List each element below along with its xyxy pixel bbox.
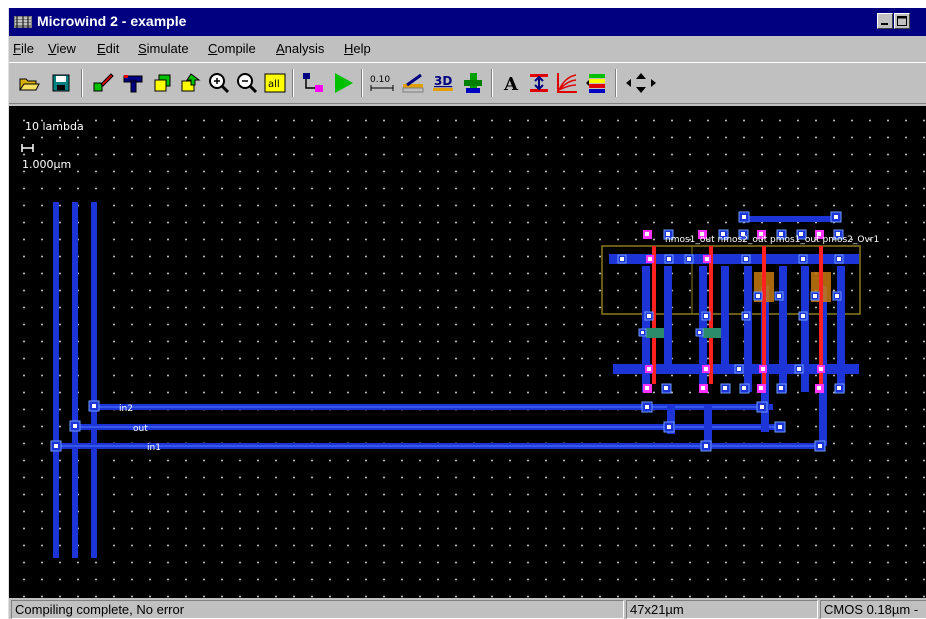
contact-row-top [643, 229, 844, 240]
svg-text:3D: 3D [434, 74, 452, 88]
status-dimensions: 47x21µm [626, 600, 818, 619]
copy-button[interactable] [151, 71, 175, 95]
menu-view[interactable]: View [48, 41, 76, 56]
menu-bar: File View Edit Simulate Compile Analysis… [9, 36, 926, 62]
window-title: Microwind 2 - example [37, 13, 187, 29]
grid-dots [9, 106, 926, 598]
diffusion-region[interactable] [601, 245, 861, 315]
save-disk-icon [52, 74, 70, 92]
palette-button[interactable] [585, 71, 609, 95]
3d-view-icon: 3D [433, 74, 453, 91]
mos-curves-icon [557, 73, 577, 93]
run-simulation-button[interactable] [331, 71, 355, 95]
open-button[interactable] [17, 71, 41, 95]
design-rule-button[interactable] [527, 71, 551, 95]
view-all-button[interactable]: all [263, 71, 287, 95]
contact-row-bottom [643, 383, 845, 394]
menu-analysis[interactable]: Analysis [276, 41, 325, 56]
maximize-icon [897, 16, 907, 26]
menu-file[interactable]: File [13, 41, 34, 56]
svg-text:A: A [503, 74, 519, 95]
poly-gate-2[interactable] [709, 246, 713, 384]
poly-gate-1[interactable] [652, 246, 656, 384]
status-bar: Compiling complete, No error 47x21µm CMO… [9, 598, 926, 619]
delete-button[interactable] [121, 71, 145, 95]
move-icon [181, 73, 201, 92]
node-label-in1: in1 [147, 443, 161, 453]
add-text-button[interactable]: A [499, 71, 523, 95]
poly-gate-4[interactable] [819, 246, 823, 384]
measure-button[interactable]: 0.10 [369, 71, 394, 95]
zoom-out-icon [237, 73, 258, 94]
metal-rail-2[interactable] [72, 202, 78, 558]
connect-button[interactable] [301, 71, 325, 95]
node-label-in2: in2 [119, 404, 133, 414]
contact-row-vdd [617, 254, 844, 264]
cell-labels: nmos1_out nmos2_out pmos1_out pmos2_Ovr1 [665, 235, 880, 245]
zoom-in-button[interactable] [207, 71, 231, 95]
svg-text:all: all [268, 79, 280, 90]
top-metal-bus[interactable] [739, 216, 837, 222]
menu-simulate[interactable]: Simulate [138, 41, 189, 56]
delete-gun-icon [123, 75, 143, 93]
lambda-scale-label: 10 lambda [25, 120, 84, 133]
measure-distance-icon: 0.10 [370, 75, 394, 91]
minimize-button[interactable] [877, 13, 893, 29]
signal-wire-out[interactable] [69, 420, 785, 432]
signal-wire-in2[interactable] [88, 400, 773, 412]
add-text-icon: A [503, 74, 519, 95]
navigate-arrows-icon [626, 73, 656, 93]
vertical-cut-icon [402, 73, 424, 93]
toolbar: all 0.10 3D A [9, 62, 926, 104]
vdd-rail[interactable] [609, 254, 859, 264]
zoom-in-icon [209, 73, 230, 94]
node-label-out: out [133, 424, 148, 434]
wire-contacts [641, 401, 826, 452]
menu-help[interactable]: Help [344, 41, 371, 56]
poly-gate-3[interactable] [762, 246, 766, 384]
layout-drawing[interactable] [9, 106, 926, 598]
3d-view-button[interactable]: 3D [431, 71, 455, 95]
menu-compile[interactable]: Compile [208, 41, 256, 56]
view-all-icon: all [264, 73, 286, 93]
compile-arc-icon [464, 73, 482, 93]
zoom-out-button[interactable] [235, 71, 259, 95]
micron-scale-label: 1.000µm [22, 158, 72, 171]
save-button[interactable] [49, 71, 73, 95]
microwind-app-icon [14, 16, 32, 28]
signal-wire-in1[interactable] [50, 440, 823, 452]
metal-rail-1[interactable] [53, 202, 59, 558]
vertical-cut-button[interactable] [401, 71, 425, 95]
draw-box-icon [93, 73, 114, 92]
layout-canvas[interactable]: 10 lambda 1.000µm [9, 106, 926, 598]
draw-box-button[interactable] [91, 71, 115, 95]
compile-button[interactable] [461, 71, 485, 95]
minimize-icon [881, 23, 888, 25]
status-message: Compiling complete, No error [11, 600, 624, 619]
contact-row-vss [645, 364, 825, 374]
run-simulation-icon [335, 73, 353, 93]
connect-icon [303, 73, 323, 92]
app-window: Microwind 2 - example File View Edit Sim… [8, 8, 926, 619]
metal-rail-3[interactable] [91, 202, 97, 558]
mos-curves-button[interactable] [555, 71, 579, 95]
palette-icon [586, 74, 605, 93]
maximize-button[interactable] [894, 13, 910, 29]
design-rule-icon [530, 74, 548, 92]
contact-row-mid [638, 291, 842, 337]
svg-text:0.10: 0.10 [370, 75, 390, 85]
title-bar[interactable]: Microwind 2 - example [9, 8, 926, 36]
menu-edit[interactable]: Edit [97, 41, 120, 56]
copy-icon [154, 74, 171, 92]
scale-bar-icon [21, 144, 34, 152]
status-technology: CMOS 0.18µm - [820, 600, 926, 619]
move-button[interactable] [179, 71, 203, 95]
navigate-button[interactable] [623, 71, 659, 95]
open-folder-icon [19, 78, 40, 91]
